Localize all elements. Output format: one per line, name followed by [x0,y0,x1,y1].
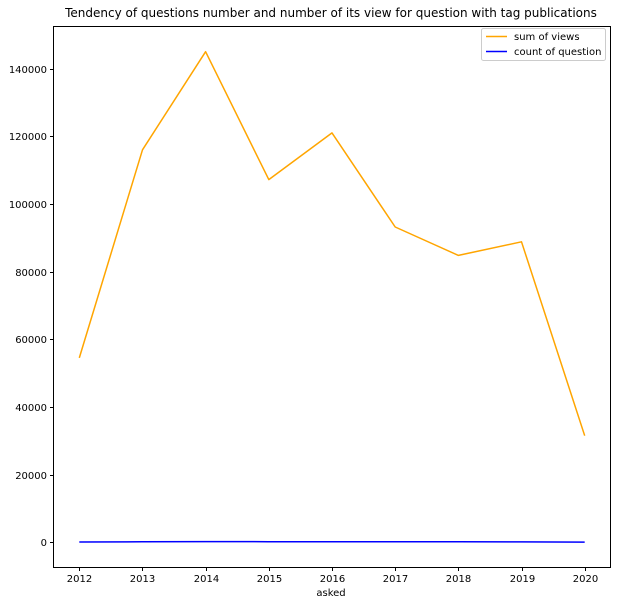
y-tick-label: 80000 [15,268,47,279]
plot-area [53,26,611,568]
x-tick-label: 2014 [194,574,219,585]
x-axis: 2012 2013 2014 2015 2016 2017 2018 2019 2020 [67,567,598,585]
legend-label-count-of-question: count of question [514,47,601,58]
legend-box [481,28,606,61]
x-tick-label: 2019 [510,574,535,585]
y-tick-label: 140000 [9,65,47,76]
y-axis: 0 20000 40000 60000 80000 100000 120000 140000 [9,65,54,549]
y-tick-label: 20000 [15,471,47,482]
x-tick-label: 2020 [573,574,598,585]
series-line-sum-of-views [78,50,586,436]
x-tick-label: 2017 [383,574,408,585]
legend-label-sum-of-views: sum of views [514,32,580,43]
x-tick-label: 2013 [130,574,155,585]
series-lines [78,50,586,543]
series-line-count-of-question [79,540,585,543]
y-tick-label: 120000 [9,132,47,143]
x-tick-label: 2015 [257,574,282,585]
x-tick-label: 2018 [446,574,471,585]
x-tick-label: 2012 [67,574,92,585]
y-tick-label: 40000 [15,403,47,414]
y-tick-label: 60000 [15,335,47,346]
y-tick-label: 0 [41,538,47,549]
chart-title: Tendency of questions number and number … [64,6,597,20]
y-tick-label: 100000 [9,200,47,211]
legend: sum of views count of question [481,28,606,61]
x-axis-label: asked [316,588,345,599]
x-tick-label: 2016 [320,574,345,585]
